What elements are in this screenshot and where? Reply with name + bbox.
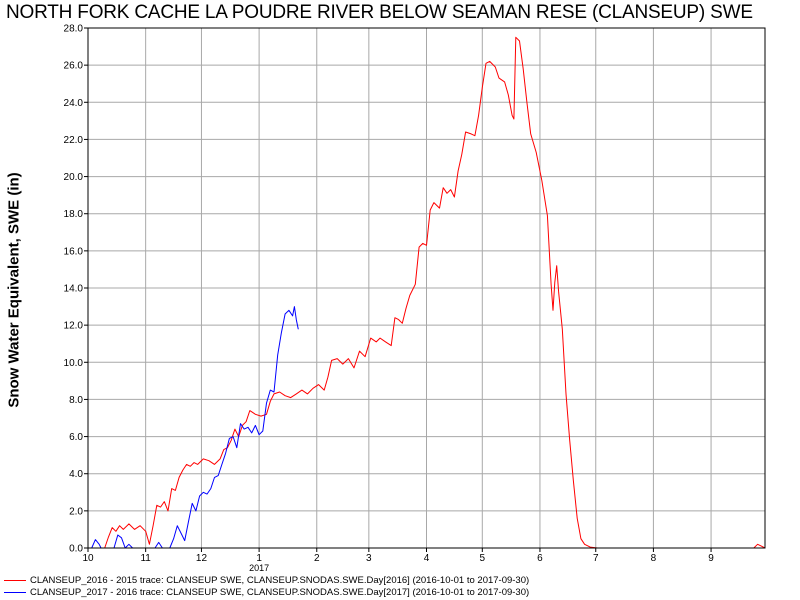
legend-label-2016: CLANSEUP_2016 - 2015 trace: CLANSEUP SWE… [30, 575, 530, 586]
y-tick-label: 20.0 [64, 172, 84, 183]
x-tick-label: 12 [196, 553, 208, 564]
y-tick-label: 24.0 [64, 98, 84, 109]
y-tick-label: 22.0 [64, 135, 84, 146]
x-tick-label: 6 [537, 553, 543, 564]
x-tick-label: 5 [480, 553, 486, 564]
legend-swatch-red [4, 580, 26, 581]
series-line-0 [87, 36, 766, 549]
y-tick-label: 0.0 [69, 544, 83, 555]
grid-lines [88, 28, 765, 548]
legend-entry-2017: CLANSEUP_2017 - 2016 trace: CLANSEUP SWE… [4, 587, 529, 598]
y-tick-label: 4.0 [69, 469, 83, 480]
x-tick-label: 3 [366, 553, 372, 564]
axis-ticks: 0.0 2.0 4.0 6.0 8.0 10.0 12.0 14.0 16.0 18.0 20.0 2… [64, 24, 715, 574]
x-tick-label: 7 [593, 553, 599, 564]
series-line-1 [87, 306, 299, 549]
legend-label-2017: CLANSEUP_2017 - 2016 trace: CLANSEUP SWE… [30, 587, 530, 598]
series-lines [87, 36, 766, 549]
y-tick-label: 26.0 [64, 61, 84, 72]
y-tick-label: 28.0 [64, 24, 84, 35]
x-tick-label: 8 [651, 553, 657, 564]
y-tick-label: 2.0 [69, 506, 83, 517]
x-tick-label: 9 [708, 553, 714, 564]
y-tick-label: 14.0 [64, 284, 84, 295]
legend-entry-2016: CLANSEUP_2016 - 2015 trace: CLANSEUP SWE… [4, 575, 529, 586]
x-tick-label: 4 [424, 553, 430, 564]
y-tick-label: 16.0 [64, 246, 84, 257]
x-tick-label: 11 [140, 553, 151, 564]
x-year-label: 2017 [249, 563, 269, 573]
y-tick-label: 18.0 [64, 209, 84, 220]
legend-swatch-blue [4, 592, 26, 593]
chart-title: NORTH FORK CACHE LA POUDRE RIVER BELOW S… [6, 2, 753, 23]
x-tick-label: 2 [314, 553, 320, 564]
y-tick-label: 12.0 [64, 321, 84, 332]
x-tick-label: 10 [82, 553, 94, 564]
x-tick-label: 1 [256, 553, 262, 564]
y-tick-label: 6.0 [69, 432, 83, 443]
y-tick-label: 10.0 [64, 358, 84, 369]
y-tick-label: 8.0 [69, 395, 83, 406]
